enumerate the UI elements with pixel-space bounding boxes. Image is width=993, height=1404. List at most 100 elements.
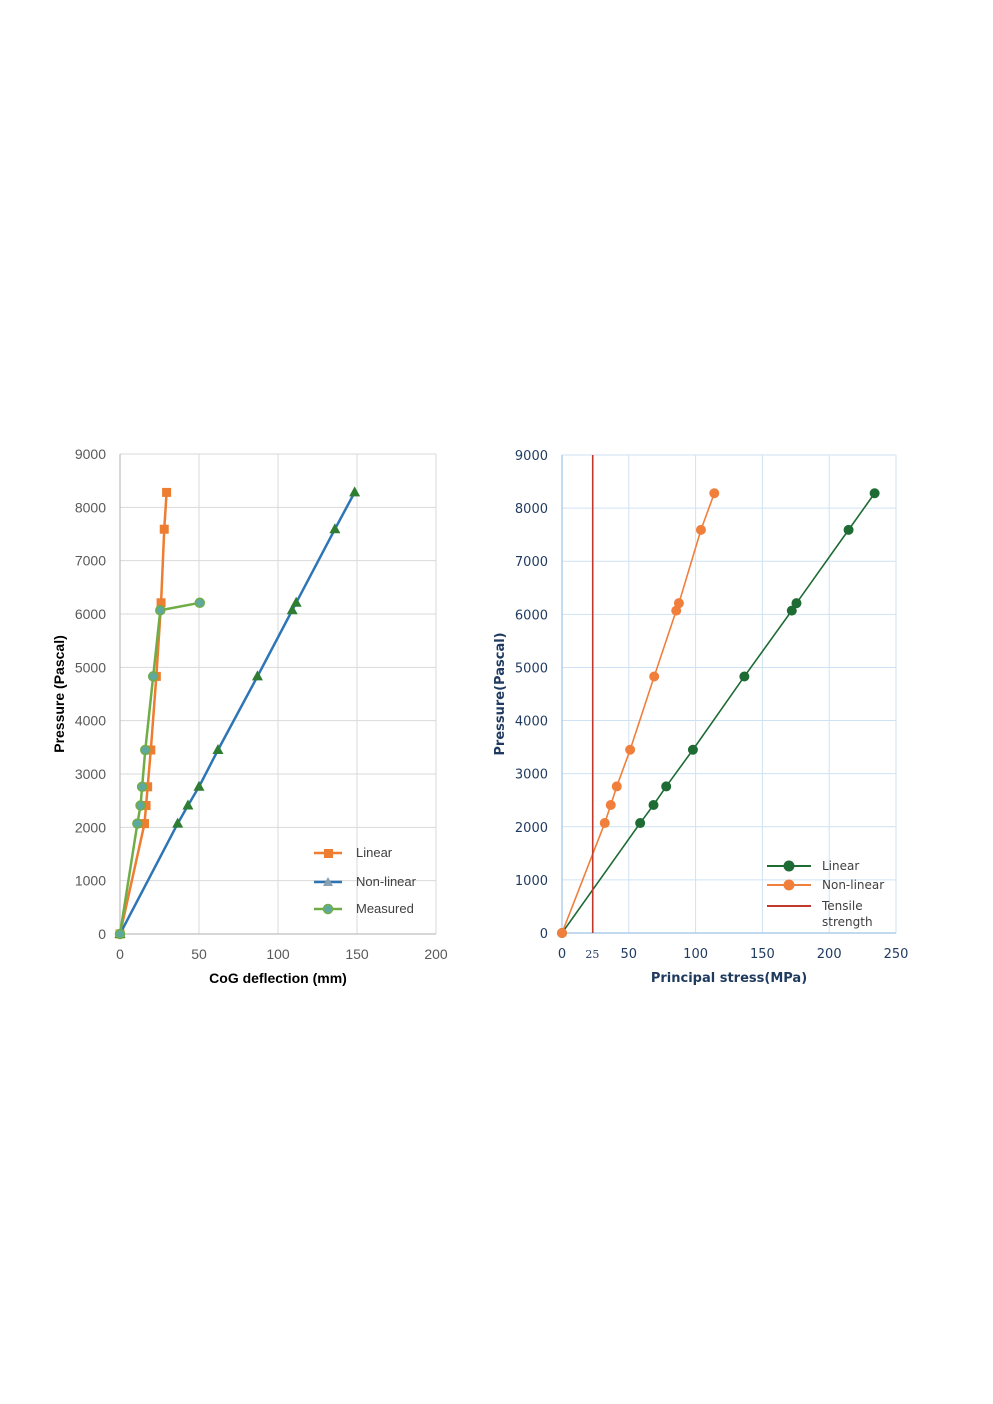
x-tick-label-250: 250 [884, 947, 909, 962]
linear-point-1 [139, 819, 149, 829]
y-tick-label-4000: 4000 [515, 715, 548, 730]
y-tick-label-3000: 3000 [75, 766, 106, 782]
linear-point-2 [141, 800, 151, 810]
non-linear-point-6 [286, 604, 298, 615]
chart2-series [557, 455, 880, 938]
y-tick-label-8000: 8000 [515, 502, 548, 517]
linear-point-7 [159, 524, 169, 534]
non-linear-point-2 [182, 799, 194, 810]
non-linear-point-9 [349, 486, 361, 497]
non-linear-point-8 [329, 523, 341, 534]
x-tick-label-200: 200 [817, 947, 842, 962]
x-tick-label-25: 25 [585, 948, 599, 961]
y-tick-label-5000: 5000 [75, 659, 106, 675]
chart-principal-stress: 0 1000 2000 3000 4000 5000 6000 7000 8000 9000 0 25… [493, 449, 908, 986]
linear-point-4 [146, 745, 156, 755]
non-linear-point-1 [599, 818, 610, 829]
linear-point-4 [687, 744, 698, 755]
legend1-linear-marker [324, 849, 333, 858]
linear-point-5 [739, 671, 750, 682]
chart1-x-axis-label: CoG deflection (mm) [209, 970, 347, 986]
measured-point-0 [114, 928, 126, 940]
measured-point-6 [155, 605, 166, 616]
y-tick-label-4000: 4000 [75, 713, 106, 729]
measured-point-7 [194, 597, 206, 609]
non-linear-point-2 [605, 800, 616, 811]
chart-cog-deflection: 0 1000 2000 3000 4000 5000 6000 7000 8000 9000 0 50… [51, 446, 448, 986]
x-tick-label-50: 50 [621, 947, 638, 962]
chart1-y-axis-label: Pressure (Pascal) [51, 635, 67, 753]
measured-point-1 [132, 818, 143, 829]
chart2-x-axis-label: Principal stress(MPa) [651, 971, 807, 986]
measured-point-3 [136, 781, 148, 793]
chart2-axes [561, 455, 896, 934]
chart2-legend: Linear Non-linear Tensile strength [767, 859, 884, 929]
y-tick-label-5000: 5000 [515, 661, 548, 676]
chart1-tick-labels: 0 1000 2000 3000 4000 5000 6000 7000 8000 9000 0 50… [75, 446, 448, 962]
non-linear-point-5 [251, 670, 263, 681]
chart1-series [114, 486, 361, 940]
linear-point-2 [648, 800, 659, 811]
linear-point-3 [661, 781, 672, 792]
legend1-nonlinear-label: Non-linear [356, 874, 417, 889]
linear-point-8 [843, 524, 854, 535]
y-tick-label-1000: 1000 [515, 874, 548, 889]
y-tick-label-2000: 2000 [515, 821, 548, 836]
y-tick-label-6000: 6000 [515, 608, 548, 623]
non-linear-point-4 [212, 744, 224, 754]
linear-point-6 [156, 598, 166, 608]
linear-point-7 [791, 598, 802, 609]
y-tick-label-9000: 9000 [515, 449, 548, 464]
non-linear-point-3 [611, 781, 622, 792]
non-linear-point-0 [557, 928, 567, 938]
legend2-tensile-label-line2: strength [822, 915, 873, 929]
legend2-linear-marker [783, 860, 795, 872]
x-tick-label-100: 100 [683, 947, 708, 962]
measured-point-2 [135, 800, 146, 811]
legend1-measured-label: Measured [356, 901, 414, 916]
linear-point-9 [869, 488, 880, 499]
linear-series-line [118, 492, 168, 935]
y-tick-label-7000: 7000 [515, 555, 548, 570]
legend1-nonlinear-marker [323, 877, 333, 886]
non-linear-series-line [118, 491, 356, 935]
x-tick-label-0: 0 [558, 947, 566, 962]
linear-point-8 [162, 487, 172, 497]
non-linear-point-3 [193, 780, 205, 791]
x-tick-label-150: 150 [345, 946, 369, 962]
x-tick-label-150: 150 [750, 947, 775, 962]
chart1-legend: Linear Non-linear Measured [314, 845, 417, 916]
x-tick-label-200: 200 [424, 946, 448, 962]
legend1-measured-marker [322, 903, 334, 915]
chart2-y-axis-label: Pressure(Pascal) [493, 632, 508, 755]
non-linear-point-5 [649, 671, 660, 682]
non-linear-point-1 [172, 817, 184, 828]
non-linear-point-7 [673, 598, 684, 609]
x-tick-label-50: 50 [191, 946, 207, 962]
legend2-tensile-label-line1: Tensile [821, 899, 863, 913]
legend1-linear-label: Linear [356, 845, 393, 860]
y-tick-label-6000: 6000 [75, 606, 106, 622]
linear-point-1 [635, 818, 646, 829]
non-linear-point-7 [290, 596, 302, 607]
measured-point-4 [140, 744, 151, 756]
non-linear-series-line [561, 492, 716, 934]
y-tick-label-0: 0 [98, 926, 106, 942]
y-tick-label-1000: 1000 [75, 873, 106, 889]
legend2-nonlinear-marker [783, 879, 795, 891]
y-tick-label-0: 0 [540, 927, 548, 942]
non-linear-point-4 [625, 744, 636, 755]
x-tick-label-0: 0 [116, 946, 124, 962]
linear-series-line [561, 492, 876, 934]
y-tick-label-8000: 8000 [75, 499, 106, 515]
linear-point-3 [143, 782, 153, 792]
y-tick-label-7000: 7000 [75, 553, 106, 569]
y-tick-label-9000: 9000 [75, 446, 106, 462]
chart2-tick-labels: 0 1000 2000 3000 4000 5000 6000 7000 8000 9000 0 25… [515, 449, 909, 962]
legend2-nonlinear-label: Non-linear [822, 878, 884, 892]
x-tick-label-100: 100 [266, 946, 290, 962]
measured-point-5 [147, 671, 159, 682]
legend2-linear-label: Linear [822, 859, 859, 873]
chart1-axes [119, 454, 436, 935]
